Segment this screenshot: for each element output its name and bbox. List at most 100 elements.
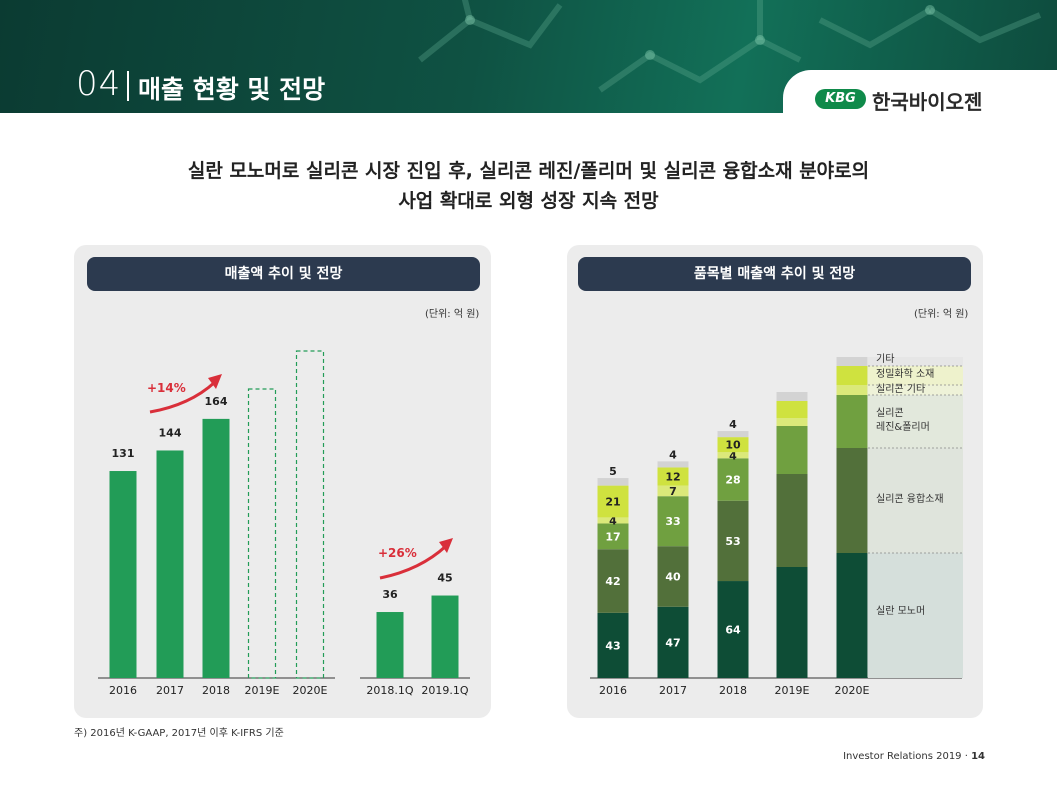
stack-segment-2020E-1 bbox=[836, 448, 868, 553]
x-tick-label-2019.1Q: 2019.1Q bbox=[421, 684, 468, 697]
stack-segment-2019E-0 bbox=[776, 567, 808, 678]
stack-value-label-2016-0: 43 bbox=[605, 639, 620, 652]
growth-label-1: +14% bbox=[147, 381, 186, 395]
header-banner bbox=[0, 0, 1057, 113]
stack-value-label-2016-5: 5 bbox=[609, 465, 617, 478]
section-number: 04 bbox=[76, 64, 122, 104]
growth-label-2: +26% bbox=[378, 546, 417, 560]
revenue-bar-2018.1Q bbox=[376, 612, 404, 678]
revenue-value-label-2018.1Q: 36 bbox=[382, 588, 398, 601]
footnote: 주) 2016년 K-GAAP, 2017년 이후 K-IFRS 기준 bbox=[74, 728, 284, 739]
headline-line-2: 사업 확대로 외형 성장 지속 전망 bbox=[398, 190, 659, 212]
growth-arrowhead-1 bbox=[208, 374, 222, 389]
legend-label-5: 기타 bbox=[876, 353, 894, 365]
stack-value-label-2018-0: 64 bbox=[725, 624, 741, 637]
growth-arrowhead-2 bbox=[439, 538, 453, 553]
legend-band-5 bbox=[868, 357, 963, 366]
legend-band-1 bbox=[868, 448, 963, 553]
stack-segment-2016-4 bbox=[597, 485, 629, 518]
company-logo-badge: KBG bbox=[815, 89, 866, 109]
revenue-value-label-2019.1Q: 45 bbox=[437, 572, 452, 585]
stack-segment-2019E-2 bbox=[776, 426, 808, 474]
x-tick-label-2018: 2018 bbox=[202, 684, 230, 697]
stack-segment-2016-2 bbox=[597, 523, 629, 550]
legend-label-4: 정밀화학 소재 bbox=[876, 368, 934, 380]
stack-segment-2017-4 bbox=[657, 467, 689, 486]
revenue-bar-2017 bbox=[156, 450, 184, 678]
stack-segment-2019E-4 bbox=[776, 401, 808, 418]
stack-segment-2016-1 bbox=[597, 549, 629, 613]
stack-segment-2018-0 bbox=[717, 581, 749, 678]
section-title: 매출 현황 및 전망 bbox=[138, 75, 326, 104]
revenue-value-label-2018: 164 bbox=[205, 395, 228, 408]
x-tick-label-2018: 2018 bbox=[719, 684, 747, 697]
stack-segment-2020E-0 bbox=[836, 553, 868, 678]
stack-segment-2016-0 bbox=[597, 612, 629, 678]
stack-value-label-2018-4: 10 bbox=[725, 439, 741, 452]
stack-segment-2018-1 bbox=[717, 500, 749, 582]
legend-label-0: 실란 모노머 bbox=[876, 605, 925, 617]
molecule-pattern-icon bbox=[418, 0, 1042, 93]
stack-segment-2019E-5 bbox=[776, 392, 808, 401]
stack-segment-2020E-2 bbox=[836, 395, 868, 448]
stack-segment-2019E-3 bbox=[776, 418, 808, 426]
stack-segment-2020E-3 bbox=[836, 385, 868, 395]
stack-segment-2018-5 bbox=[717, 431, 749, 438]
legend-band-0 bbox=[868, 553, 963, 678]
stack-segment-2020E-5 bbox=[836, 357, 868, 366]
stack-segment-2016-3 bbox=[597, 517, 629, 524]
legend-label-2-b: 레진&폴리머 bbox=[876, 421, 930, 433]
stack-value-label-2016-1: 42 bbox=[605, 575, 620, 588]
stack-value-label-2017-4: 12 bbox=[665, 471, 680, 484]
stack-value-label-2017-1: 40 bbox=[665, 570, 681, 583]
legend-band-2 bbox=[868, 395, 963, 448]
x-tick-label-2017: 2017 bbox=[156, 684, 184, 697]
revenue-forecast-bar-2019E bbox=[247, 388, 277, 679]
x-tick-label-2017: 2017 bbox=[659, 684, 687, 697]
stack-segment-2017-5 bbox=[657, 461, 689, 468]
headline-line-1: 실란 모노머로 실리콘 시장 진입 후, 실리콘 레진/폴리머 및 실리콘 융합… bbox=[187, 160, 870, 182]
revenue-value-label-2017: 144 bbox=[159, 426, 182, 439]
company-name: 한국바이오젠 bbox=[872, 90, 983, 114]
revenue-forecast-bar-2020E bbox=[295, 350, 325, 679]
stack-segment-2019E-1 bbox=[776, 474, 808, 567]
legend-band-4 bbox=[868, 366, 963, 385]
stack-segment-2016-5 bbox=[597, 478, 629, 486]
stack-value-label-2018-3: 4 bbox=[729, 449, 737, 462]
stack-value-label-2016-2: 17 bbox=[605, 530, 620, 543]
left-chart-title: 매출액 추이 및 전망 bbox=[87, 257, 480, 291]
growth-arrow-2 bbox=[379, 544, 448, 580]
left-chart-unit: (단위: 억 원) bbox=[425, 309, 480, 320]
page-footer: Investor Relations 2019 · 14 bbox=[843, 751, 985, 762]
revenue-bar-2016 bbox=[109, 471, 137, 678]
x-tick-label-2019E: 2019E bbox=[775, 684, 810, 697]
stack-segment-2017-2 bbox=[657, 496, 689, 547]
stack-segment-2017-3 bbox=[657, 485, 689, 497]
stack-value-label-2016-3: 4 bbox=[609, 514, 617, 527]
section-divider bbox=[127, 71, 129, 101]
x-tick-label-2016: 2016 bbox=[109, 684, 137, 697]
left-chart-panel bbox=[74, 245, 491, 718]
stack-value-label-2018-1: 53 bbox=[725, 535, 740, 548]
x-tick-label-2018.1Q: 2018.1Q bbox=[366, 684, 413, 697]
stack-segment-2017-1 bbox=[657, 546, 689, 607]
stack-segment-2017-0 bbox=[657, 606, 689, 678]
growth-arrow-1 bbox=[149, 380, 217, 414]
right-chart-title: 품목별 매출액 추이 및 전망 bbox=[578, 257, 971, 291]
stack-value-label-2017-3: 7 bbox=[669, 485, 677, 498]
stack-value-label-2018-2: 28 bbox=[725, 474, 740, 487]
x-tick-label-2016: 2016 bbox=[599, 684, 627, 697]
stack-value-label-2017-0: 47 bbox=[665, 636, 680, 649]
stack-value-label-2018-5: 4 bbox=[729, 418, 737, 431]
footer-label: Investor Relations 2019 · bbox=[843, 751, 972, 762]
revenue-bar-2019.1Q bbox=[431, 595, 459, 678]
page-number: 14 bbox=[971, 751, 985, 762]
revenue-bar-2018 bbox=[202, 418, 230, 678]
stack-value-label-2017-5: 4 bbox=[669, 448, 677, 461]
stack-segment-2018-2 bbox=[717, 458, 749, 501]
revenue-value-label-2016: 131 bbox=[112, 447, 135, 460]
legend-label-1: 실리콘 융합소재 bbox=[876, 493, 944, 505]
stack-value-label-2016-4: 21 bbox=[605, 496, 620, 509]
legend-band-3 bbox=[868, 385, 963, 395]
